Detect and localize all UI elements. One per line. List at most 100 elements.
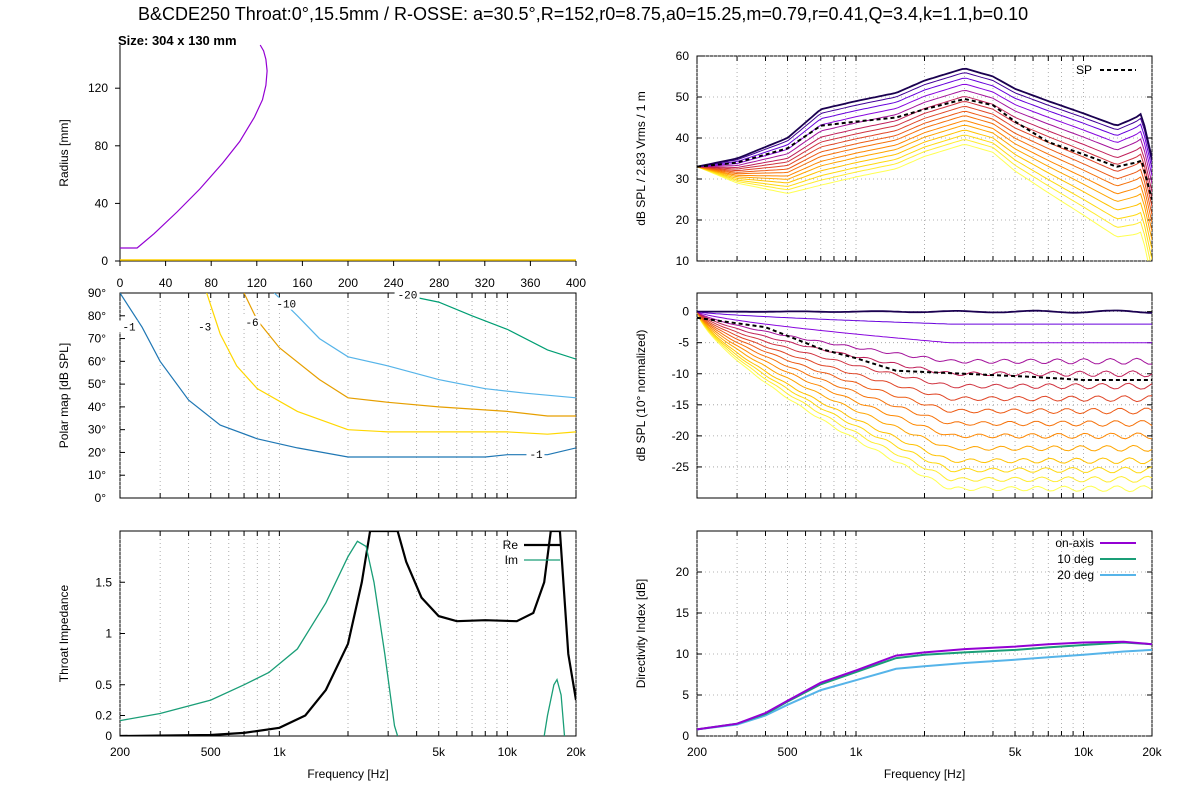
legend-label: Re xyxy=(503,538,519,552)
contour-label-bg xyxy=(242,315,261,328)
contour-label: -1 xyxy=(529,450,543,462)
normalized-curve xyxy=(697,311,1152,378)
y-tick-label: 0° xyxy=(95,491,107,505)
contour-label-bg xyxy=(394,288,420,301)
contour-label-bg xyxy=(119,320,138,333)
polar-response-curve xyxy=(697,120,1152,232)
normalized-curve xyxy=(697,311,1152,474)
contour-line xyxy=(206,293,576,435)
contour-label: -1 xyxy=(122,322,136,334)
contour-label-bg xyxy=(273,297,299,310)
normalized-curve xyxy=(697,311,1152,390)
series-line xyxy=(697,648,1152,731)
series-line xyxy=(120,531,576,736)
polar-response-curve xyxy=(697,72,1152,168)
y-tick-label: 1.5 xyxy=(95,575,112,589)
y-tick-label: 0 xyxy=(105,729,112,743)
contour-label-bg xyxy=(195,320,214,333)
contour-label: -3 xyxy=(198,322,211,334)
x-tick-label: 120 xyxy=(247,276,267,290)
series-line xyxy=(697,640,1152,731)
y-axis-label: dB SPL / 2.83 Vrms / 1 m xyxy=(634,91,648,226)
y-tick-label: -15 xyxy=(672,398,690,412)
x-tick-label: 40 xyxy=(159,276,173,290)
y-tick-label: -20 xyxy=(672,429,690,443)
normalized-curve xyxy=(697,309,1152,314)
legend-label: Im xyxy=(505,553,518,567)
x-tick-label: 240 xyxy=(384,276,404,290)
contour-label: -20 xyxy=(398,291,418,303)
x-tick-label: 10k xyxy=(1074,745,1094,759)
y-tick-label: 0.2 xyxy=(95,709,112,723)
x-tick-label: 5k xyxy=(1009,745,1023,759)
y-tick-label: 60° xyxy=(88,354,106,368)
x-tick-label: 320 xyxy=(475,276,495,290)
y-tick-label: 20 xyxy=(676,565,690,579)
y-tick-label: -25 xyxy=(672,460,690,474)
polar-response-curve xyxy=(697,110,1152,215)
x-tick-label: 80 xyxy=(205,276,219,290)
polar-response-curve xyxy=(697,89,1152,184)
chart-title: B&CDE250 Throat:0°,15.5mm / R-OSSE: a=30… xyxy=(138,4,1029,24)
polar-response-curve xyxy=(697,134,1152,260)
panel-directivity: 0 5 10 15 20 200 500 1k 5k 10k 20k Directivity Inde… xyxy=(634,530,1163,781)
y-tick-label: 80° xyxy=(88,309,106,323)
polar-response-curve xyxy=(697,144,1149,261)
profile-curve xyxy=(120,44,268,249)
x-tick-label: 5k xyxy=(432,745,446,759)
contour-line xyxy=(243,293,576,417)
x-tick-label: 200 xyxy=(338,276,358,290)
polar-response-curve xyxy=(697,67,1152,168)
polar-response-curve xyxy=(697,105,1152,207)
y-tick-label: 80 xyxy=(95,139,109,153)
x-tick-label: 10k xyxy=(498,745,518,759)
normalized-curve xyxy=(697,311,1152,427)
normalized-curve xyxy=(697,311,1152,365)
y-tick-label: 50 xyxy=(676,90,690,104)
x-tick-label: 200 xyxy=(687,745,707,759)
y-axis-label: Radius [mm] xyxy=(57,119,71,186)
legend-label: SP xyxy=(1076,63,1092,77)
normalized-curve xyxy=(697,311,1152,493)
x-tick-label: 160 xyxy=(292,276,312,290)
y-tick-label: -10 xyxy=(672,367,690,381)
sound-power-normalized-curve xyxy=(697,316,1152,381)
panel-impedance: 0 0.2 0.5 1 1.5 200 500 1k 5k 10k 20k Throat Impeda… xyxy=(57,530,587,781)
x-tick-label: 360 xyxy=(520,276,540,290)
contour-label: -6 xyxy=(245,318,258,330)
panel-normalized: -25 -20 -15 -10 -5 0 dB SPL (10° normalized) xyxy=(634,292,1153,499)
legend-label: 10 deg xyxy=(1057,552,1094,566)
contour-line xyxy=(394,293,576,360)
y-tick-label: 0.5 xyxy=(95,678,112,692)
x-tick-label: 500 xyxy=(778,745,798,759)
y-axis-label: Throat Impedance xyxy=(57,584,71,682)
legend-label: 20 deg xyxy=(1057,568,1094,582)
x-tick-label: 1k xyxy=(273,745,287,759)
contour-line xyxy=(273,293,576,399)
y-tick-label: 40° xyxy=(88,400,106,414)
legend-label: on-axis xyxy=(1055,536,1094,550)
x-tick-label: 20k xyxy=(1142,745,1162,759)
y-tick-label: 20° xyxy=(88,445,106,459)
normalized-curve xyxy=(697,311,1152,483)
x-tick-label: 0 xyxy=(117,276,124,290)
y-axis-label: Directivity Index [dB] xyxy=(634,579,648,688)
x-axis-label: Frequency [Hz] xyxy=(307,767,388,781)
normalized-curve xyxy=(697,311,1152,325)
normalized-curve xyxy=(697,311,1152,452)
polar-response-curve xyxy=(697,115,1152,223)
y-tick-label: 90° xyxy=(88,286,106,300)
y-axis-label: dB SPL (10° normalized) xyxy=(634,330,648,462)
y-tick-label: 120 xyxy=(88,81,108,95)
y-tick-label: 30° xyxy=(88,423,106,437)
horn-size-label: Size: 304 x 130 mm xyxy=(118,33,237,48)
plot-frame xyxy=(119,292,577,499)
contour-label-bg xyxy=(526,448,545,460)
y-tick-label: 30 xyxy=(676,172,690,186)
y-tick-label: 10 xyxy=(676,647,690,661)
y-tick-label: 50° xyxy=(88,377,106,391)
y-tick-label: 10 xyxy=(676,254,690,268)
x-tick-label: 280 xyxy=(429,276,449,290)
normalized-curve xyxy=(697,311,1152,465)
normalized-curve xyxy=(697,311,1152,415)
